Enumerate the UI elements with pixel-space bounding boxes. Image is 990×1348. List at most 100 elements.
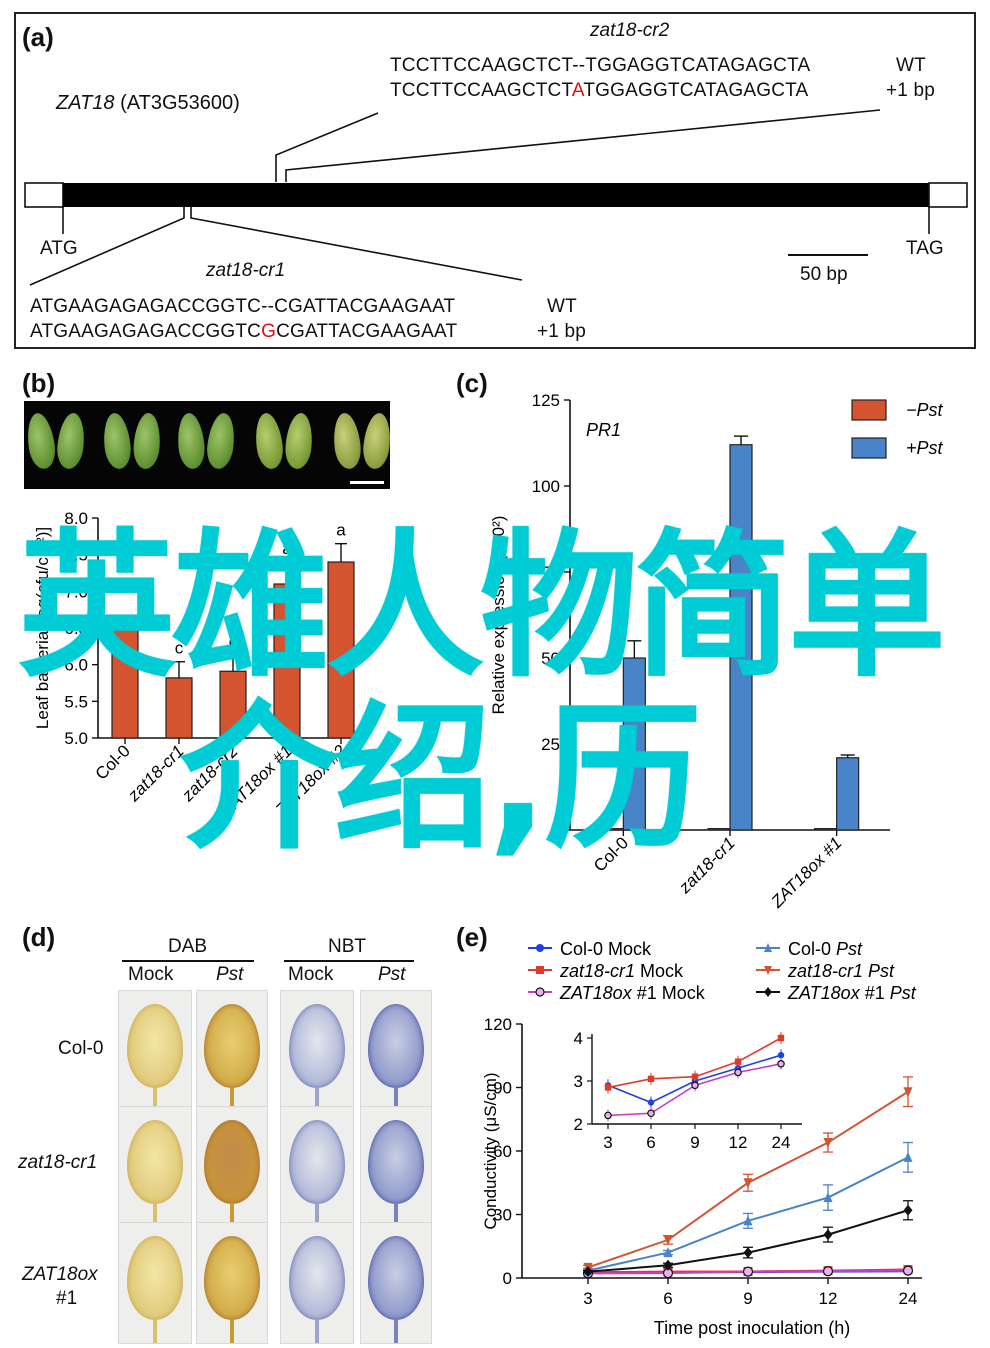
chart-title: PR1 [586, 420, 621, 440]
leaf-petiole [315, 1087, 319, 1111]
cr2-wt-seq: TCCTTCCAAGCTCT--TGGAGGTCATAGAGCTA [390, 55, 811, 76]
cr2-mut-seq: TCCTTCCAAGCTCTATGGAGGTCATAGAGCTA [390, 80, 808, 102]
inset-y-tick-label: 3 [574, 1072, 583, 1091]
x-tick-label: zat18-cr1 [124, 741, 188, 805]
data-point [734, 1068, 742, 1077]
data-point [691, 1073, 699, 1080]
inset-x-tick-label: 3 [603, 1133, 612, 1152]
data-point [823, 1229, 833, 1241]
cr2-callout-left [275, 112, 379, 182]
x-axis-label: Time post inoculation (h) [654, 1318, 850, 1338]
y-tick-label: 100 [532, 477, 560, 496]
nbt-header: NBT [328, 936, 366, 957]
data-point [742, 1266, 754, 1277]
inset-y-tick-label: 4 [574, 1029, 583, 1048]
data-point [823, 1138, 833, 1149]
staining-tile [280, 1222, 354, 1344]
dab-mock-header: Mock [128, 964, 174, 985]
staining-tile [360, 1106, 432, 1228]
leaf-petiole [315, 1319, 319, 1343]
data-point [743, 1178, 753, 1189]
row-label-cr1: zat18-cr1 [18, 1152, 98, 1173]
y-tick-label: 8.0 [64, 509, 88, 528]
cr1-callout-left [29, 207, 185, 286]
cr1-callout-right [190, 207, 523, 281]
panel-e-tag: (e) [456, 922, 488, 952]
x-tick-label: 24 [899, 1289, 918, 1308]
bar [219, 670, 247, 739]
y-tick-label: 7.5 [64, 546, 88, 565]
inset-x-tick-label: 9 [690, 1133, 699, 1152]
stained-leaf [127, 1003, 183, 1088]
dab-header: DAB [168, 936, 208, 957]
x-tick-label: ZAT18ox #1 [767, 833, 846, 910]
data-point [903, 1204, 913, 1216]
y-tick-label: 5.0 [64, 729, 88, 748]
stained-leaf [368, 1003, 424, 1088]
data-point [647, 1109, 655, 1118]
panel-c-tag: (c) [456, 368, 488, 398]
scale-label: 50 bp [800, 264, 848, 285]
data-point [583, 1266, 593, 1278]
staining-tile [280, 1106, 354, 1228]
data-point [903, 1087, 913, 1098]
stained-leaf [289, 1235, 345, 1320]
inset-x-tick-label: 12 [729, 1133, 748, 1152]
y-tick-label: 30 [493, 1206, 512, 1225]
cr1-wt-seq: ATGAAGAGAGACCGGTC--CGATTACGAAGAAT [30, 296, 456, 317]
data-point [764, 987, 772, 997]
legend-label: +Pst [906, 438, 944, 458]
staining-tile [360, 1222, 432, 1344]
gene-name: ZAT18 [56, 92, 115, 114]
data-point [777, 1052, 785, 1059]
cr2-insertion: A [571, 80, 584, 101]
y-tick-label: 6.0 [64, 656, 88, 675]
overlay-line-2: 介绍,历 [180, 687, 702, 871]
cr2-mut-tag: +1 bp [886, 80, 936, 101]
stained-leaf [204, 1235, 260, 1320]
staining-tile [196, 990, 268, 1112]
data-point [663, 1259, 673, 1271]
row-label-ox: ZAT18ox [22, 1264, 98, 1285]
staining-tile [360, 990, 432, 1112]
leaf-petiole [230, 1087, 234, 1111]
cr1-mut-seq: ATGAAGAGAGACCGGTCGCGATTACGAAGAAT [30, 321, 457, 343]
data-point [743, 1215, 753, 1226]
x-tick-label: 12 [819, 1289, 838, 1308]
leaf-petiole [153, 1087, 157, 1111]
y-tick-label: 0 [503, 1269, 512, 1288]
data-point [777, 1034, 785, 1042]
legend-label: zat18-cr1 Mock [559, 961, 684, 981]
data-point [604, 1111, 612, 1120]
staining-tile [118, 1222, 192, 1344]
legend-swatch [851, 437, 887, 459]
leaf-petiole [153, 1203, 157, 1227]
leaf-petiole [394, 1319, 398, 1343]
x-tick-label: 6 [663, 1289, 672, 1308]
legend-swatch [851, 399, 887, 421]
nbt-mock-header: Mock [288, 964, 334, 985]
panel-d-tag: (d) [22, 922, 56, 952]
leaf-petiole [230, 1203, 234, 1227]
bar [327, 561, 355, 739]
x-tick-label: 3 [583, 1289, 592, 1308]
leaf-photo [24, 401, 393, 489]
y-tick-label: 120 [484, 1015, 512, 1034]
dab-pst-header: Pst [216, 964, 244, 985]
data-point [777, 1060, 785, 1068]
data-point [822, 1266, 834, 1277]
significance-letter: c [175, 639, 184, 658]
y-tick-label: 60 [493, 1142, 512, 1161]
data-point [663, 1247, 673, 1258]
cr2-mut-pre: TCCTTCCAAGCTCT [390, 80, 572, 101]
significance-letter: c [229, 632, 238, 651]
leaf-petiole [230, 1319, 234, 1343]
y-tick-label: 7.0 [64, 582, 88, 601]
data-point [604, 1084, 612, 1091]
bar [165, 677, 193, 739]
staining-tile [196, 1222, 268, 1344]
cr1-insertion: G [261, 321, 277, 342]
tag-label: TAG [906, 238, 944, 259]
gene-model [24, 109, 968, 286]
panel-a-frame [14, 12, 976, 349]
